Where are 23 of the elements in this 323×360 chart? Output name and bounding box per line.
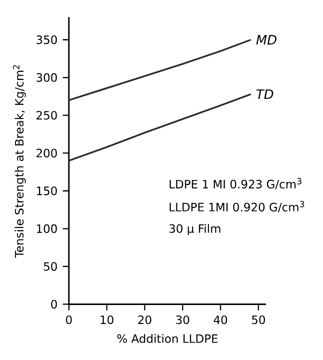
x-axis-title: % Addition LLDPE	[117, 334, 218, 343]
y-axis-title: Tensile Strength at Break, Kg/cm$^{2}$	[13, 65, 26, 258]
x-tick-label: 20	[138, 315, 152, 324]
x-tick-label: 10	[100, 315, 114, 324]
y-tick-label: 150	[37, 186, 58, 196]
y-tick-label: 250	[36, 110, 58, 120]
x-tick-label: 30	[176, 315, 190, 324]
annotation: LLDPE 1MI 0.920 G/cm$^{3}$	[170, 200, 304, 212]
x-tick-label: 50	[252, 315, 266, 324]
y-tick-label: 200	[36, 148, 58, 158]
series-label: MD	[256, 35, 277, 44]
y-tick-label: 350	[36, 35, 58, 44]
series-label: TD	[256, 89, 274, 99]
annotation: 30 μ Film	[170, 224, 220, 236]
y-tick-label: 50	[44, 262, 58, 271]
x-tick-label: 40	[214, 315, 228, 324]
line-series	[68, 38, 252, 102]
line-series	[68, 93, 252, 162]
y-tick-label: 0	[51, 300, 58, 309]
y-tick-label: 100	[37, 224, 58, 234]
y-tick-label: 300	[36, 73, 58, 82]
annotation: LDPE 1 MI 0.923 G/cm$^{3}$	[170, 178, 302, 190]
x-tick-label: 0	[66, 315, 72, 324]
